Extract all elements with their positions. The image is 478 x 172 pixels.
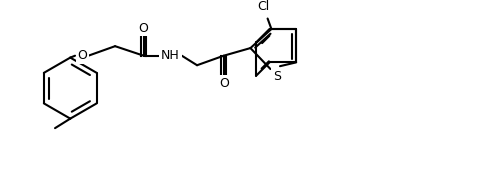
Text: S: S bbox=[273, 70, 281, 83]
Text: O: O bbox=[139, 22, 149, 35]
Text: Cl: Cl bbox=[258, 0, 270, 13]
Text: O: O bbox=[78, 49, 87, 62]
Text: O: O bbox=[219, 77, 228, 90]
Text: NH: NH bbox=[161, 49, 180, 62]
